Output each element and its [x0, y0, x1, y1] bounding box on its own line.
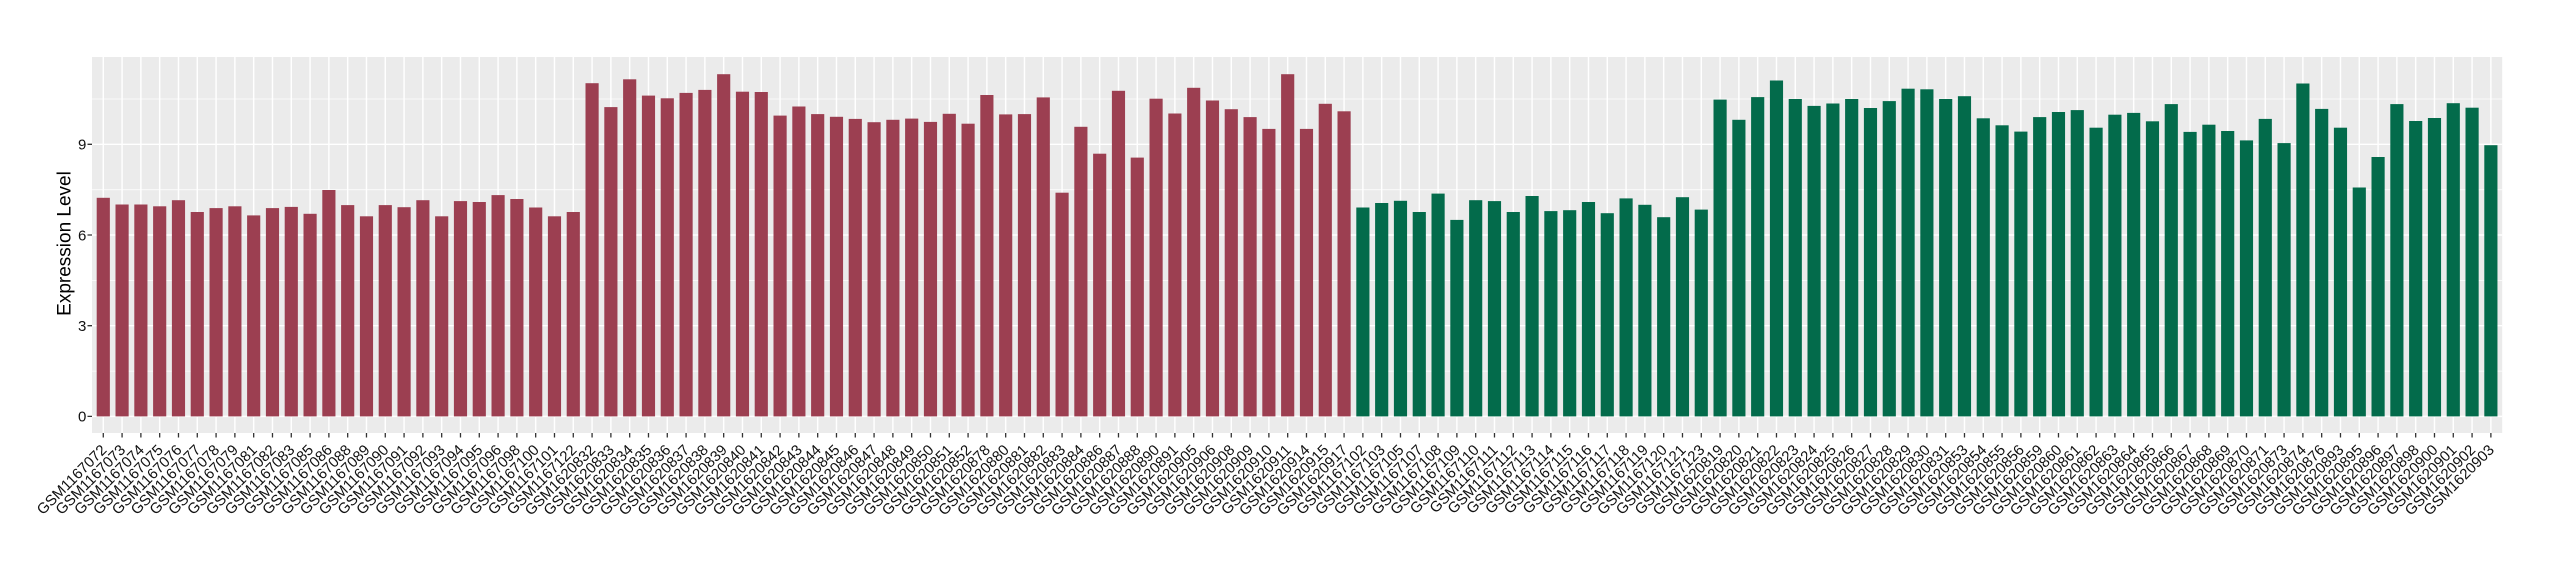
svg-text:3: 3: [78, 318, 86, 335]
svg-text:9: 9: [78, 137, 86, 154]
svg-text:Expression Level: Expression Level: [55, 171, 76, 316]
svg-text:0: 0: [78, 409, 86, 426]
svg-text:6: 6: [78, 227, 86, 244]
